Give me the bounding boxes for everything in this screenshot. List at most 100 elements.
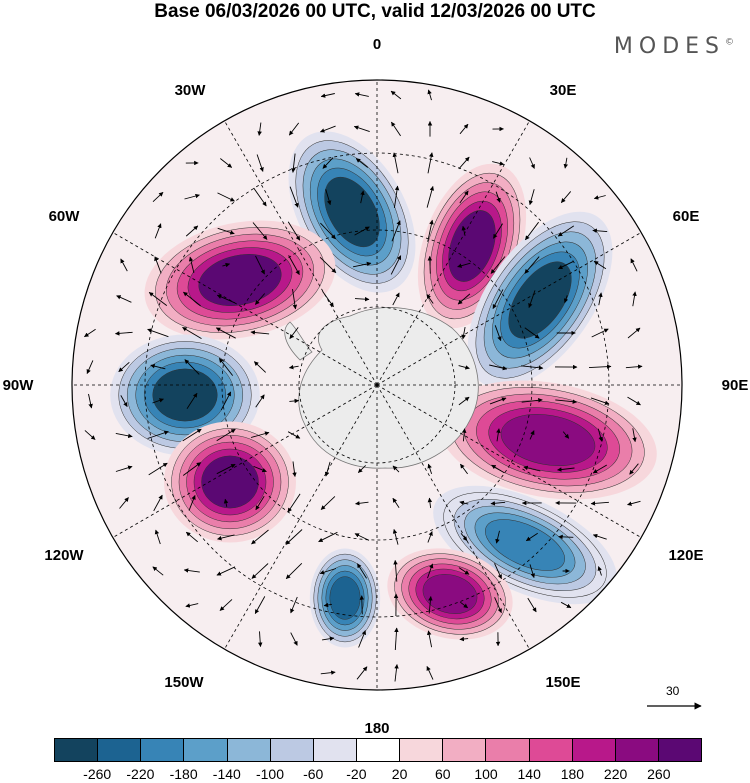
wind-vector-arrow-icon — [459, 636, 469, 642]
colorbar-tick-label: 220 — [603, 766, 628, 782]
wind-vector-arrow-icon — [182, 462, 202, 476]
wind-vector-arrow-icon — [494, 563, 502, 580]
wind-vector-arrow-icon — [392, 152, 399, 174]
wind-vector-arrow-icon — [250, 330, 270, 335]
colorbar-segment — [657, 739, 702, 761]
copyright-mark: © — [725, 37, 734, 48]
wind-vector-arrow-icon — [152, 191, 164, 203]
wind-vector-arrow-icon — [320, 93, 335, 98]
wind-vector-arrow-icon — [183, 568, 200, 573]
wind-vector-arrow-icon — [521, 398, 543, 403]
wind-vector-arrow-icon — [251, 529, 269, 545]
wind-vector-arrow-icon — [319, 256, 337, 274]
wind-vector-arrow-icon — [593, 195, 606, 200]
colorbar-tick-label: 20 — [391, 766, 408, 782]
longitude-label: 90W — [2, 376, 34, 394]
wind-vector-arrow-icon — [290, 632, 298, 646]
wind-vector-arrow-icon — [632, 428, 637, 443]
wind-vector-arrow-icon — [360, 190, 365, 204]
colorbar-segment — [399, 739, 443, 761]
wind-vector-arrow-icon — [288, 255, 300, 275]
modes-logo: MODES© — [614, 34, 734, 59]
wind-vector-arrow-icon — [255, 394, 265, 408]
wind-vector-arrow-icon — [219, 599, 233, 611]
wind-vector-arrow-icon — [524, 327, 540, 339]
wind-vector-arrow-icon — [557, 260, 574, 270]
wind-vector-arrow-icon — [627, 327, 641, 339]
wind-vector-arrow-icon — [461, 428, 467, 442]
wind-vector-arrow-icon — [320, 222, 336, 240]
colorbar-segment — [140, 739, 184, 761]
wind-vector-arrow-icon — [153, 494, 163, 512]
wind-vector-arrow-icon — [355, 501, 369, 506]
wind-vector-arrow-icon — [255, 495, 265, 511]
colorbar-segment — [442, 739, 486, 761]
colorbar-tick-label: -20 — [346, 766, 367, 782]
wind-vector-arrow-icon — [394, 664, 399, 682]
wind-vector-arrow-icon — [84, 430, 96, 440]
wind-vector-arrow-icon — [288, 364, 299, 370]
latitude-circle — [144, 152, 610, 618]
wind-vector-arrow-icon — [257, 122, 262, 136]
colorbar-segment — [55, 739, 98, 761]
wind-vector-arrow-icon — [491, 464, 505, 474]
wind-vector-arrow-icon — [460, 463, 468, 475]
colorbar-segment — [485, 739, 529, 761]
wind-vector-arrow-icon — [182, 327, 202, 339]
wind-vector-arrow-icon — [183, 291, 201, 307]
wind-vector-arrow-icon — [426, 294, 434, 304]
wind-vector-arrow-icon — [426, 185, 435, 208]
wind-vector-arrow-icon — [216, 428, 236, 442]
wind-vector-arrow-icon — [357, 563, 367, 579]
wind-vector-arrow-icon — [490, 256, 506, 274]
wind-vector-arrow-icon — [120, 258, 128, 272]
wind-vector-arrow-icon — [427, 89, 432, 101]
wind-vector-arrow-icon — [355, 158, 369, 168]
colorbar-tick-label: -60 — [303, 766, 324, 782]
wind-vector-arrow-icon — [495, 530, 500, 544]
wind-vector-arrow-icon — [590, 397, 610, 405]
wind-vector-arrow-icon — [252, 222, 268, 240]
longitude-label: 120W — [44, 546, 84, 564]
colorbar-tick-label: 100 — [474, 766, 498, 782]
wind-vector-arrow-icon — [495, 191, 501, 203]
wind-vector-arrow-icon — [591, 328, 609, 338]
wind-vector-arrow-icon — [358, 630, 366, 648]
wind-vector-arrow-icon — [253, 465, 267, 473]
wind-vector-arrow-icon — [557, 467, 575, 472]
antarctica-landmass — [284, 307, 479, 469]
wind-vector-arrow-icon — [529, 564, 535, 579]
wind-vector-arrow-icon — [459, 123, 469, 135]
anomaly-contour — [485, 519, 565, 571]
wind-vector-arrow-icon — [223, 498, 229, 507]
wind-vector-arrow-icon — [460, 533, 468, 542]
wind-vector-arrow-icon — [152, 566, 164, 576]
wind-vector-arrow-icon — [185, 531, 198, 543]
wind-vector-arrow-icon — [118, 361, 130, 373]
colorbar-tick-label: -180 — [169, 766, 198, 782]
wind-vector-arrow-icon — [217, 227, 235, 235]
meridian-line — [376, 384, 642, 538]
wind-vector-arrow-icon — [560, 601, 572, 609]
wind-vector-arrow-icon — [147, 328, 169, 338]
colorbar-tick-label: -140 — [212, 766, 241, 782]
wind-vector-arrow-icon — [147, 430, 169, 439]
wind-vector-arrow-icon — [557, 225, 575, 237]
anomaly-contour — [152, 368, 218, 422]
anomaly-center — [439, 380, 657, 500]
wind-vector-arrow-icon — [222, 262, 231, 268]
colorbar-segment — [614, 739, 658, 761]
wind-vector-arrow-icon — [562, 431, 570, 439]
wind-vector-arrow-icon — [289, 398, 300, 404]
colorbar-tick-label: -260 — [83, 766, 112, 782]
wind-vector-arrow-icon — [592, 464, 608, 474]
wind-vector-arrow-icon — [528, 189, 535, 206]
wind-vector-arrow-icon — [630, 258, 638, 272]
reference-vector-label: 30 — [666, 684, 680, 698]
wind-vector-arrow-icon — [253, 361, 267, 373]
wind-vector-arrow-icon — [184, 359, 200, 375]
colorbar-segment — [269, 739, 313, 761]
colorbar-segment — [355, 739, 400, 761]
wind-vector-arrow-icon — [627, 396, 641, 406]
wind-vector-arrow-icon — [458, 567, 470, 575]
